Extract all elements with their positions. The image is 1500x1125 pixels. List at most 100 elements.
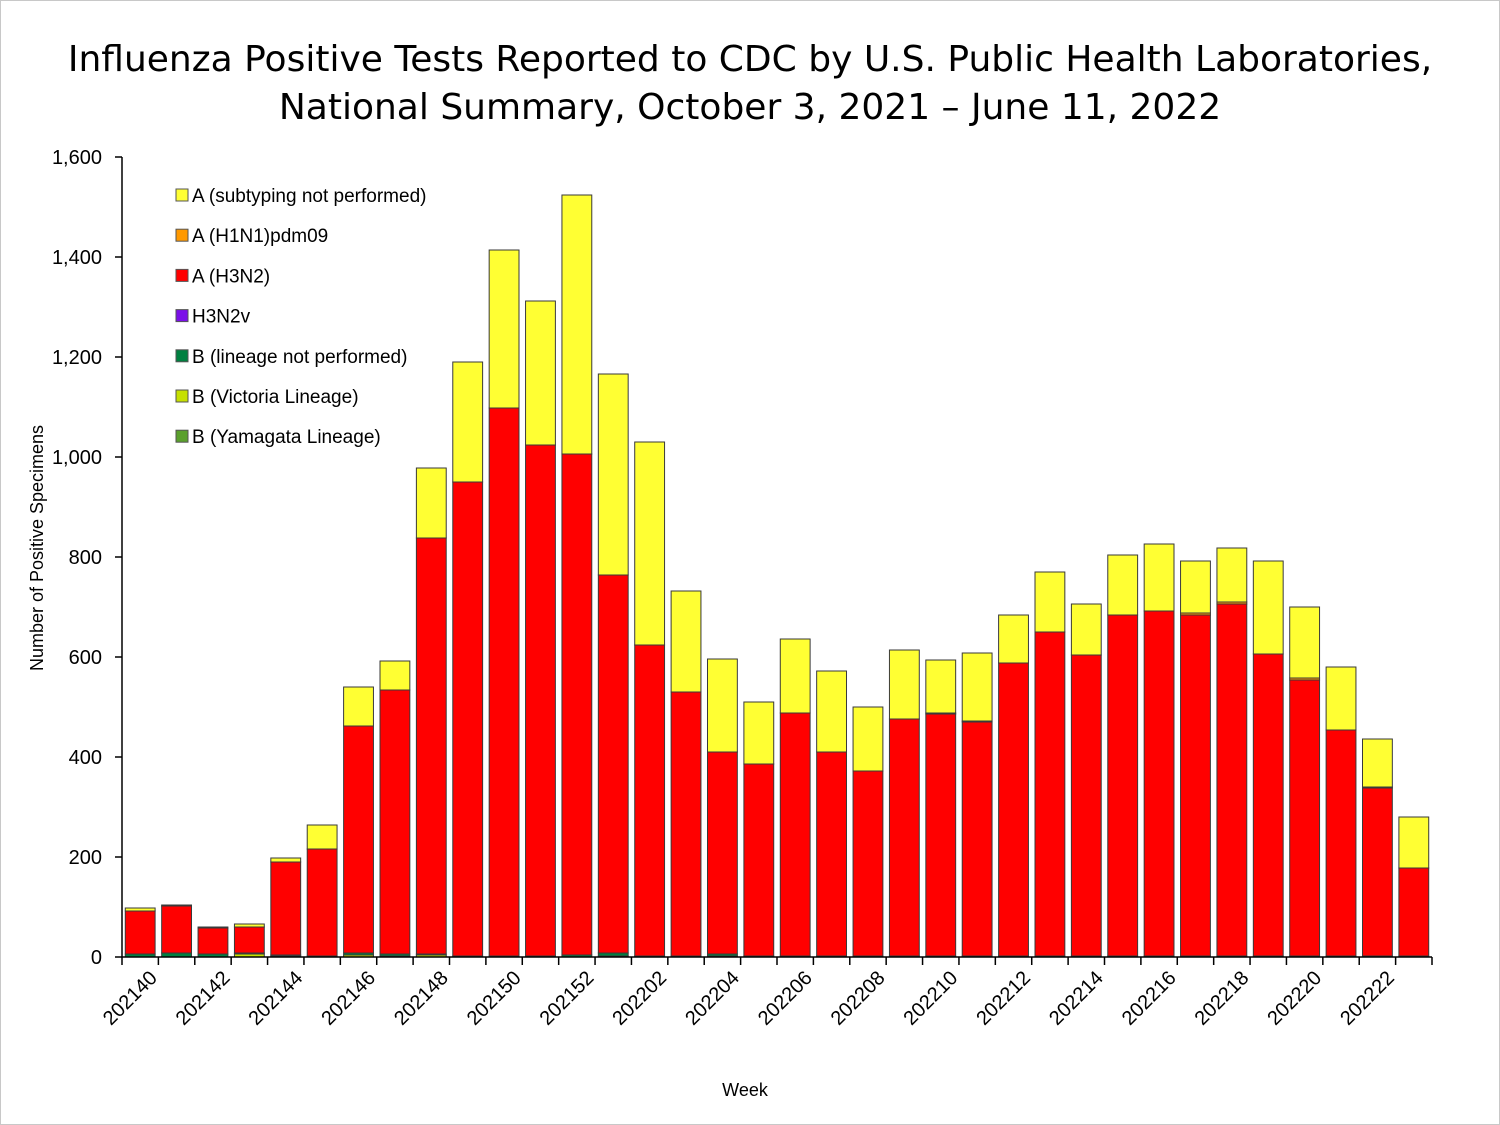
x-tick-label: 202204 <box>681 967 744 1030</box>
bar-segment <box>779 638 811 714</box>
bar-segment <box>343 686 374 727</box>
bar-segment <box>343 725 374 954</box>
x-tick-label: 202140 <box>99 967 162 1030</box>
chart-title: Influenza Positive Tests Reported to CDC… <box>0 36 1500 132</box>
bar-segment <box>488 407 520 957</box>
x-tick-label: 202146 <box>317 967 380 1030</box>
bar-segment <box>1398 816 1430 869</box>
bar-segment <box>270 857 302 863</box>
bar-segment <box>1143 543 1175 612</box>
bar-segment <box>1070 654 1102 957</box>
legend-item: A (H3N2) <box>175 266 270 287</box>
bar-segment <box>306 824 338 850</box>
bar-segment <box>743 763 775 957</box>
legend-label: B (lineage not performed) <box>192 347 407 368</box>
y-tick-label: 1,600 <box>52 147 102 169</box>
y-tick-label: 1,400 <box>52 247 102 269</box>
bar-stack-202150 <box>488 249 520 958</box>
bar-stack-202211 <box>961 652 993 958</box>
bar-segment <box>488 249 520 409</box>
legend-label: B (Victoria Lineage) <box>192 387 359 408</box>
bar-stack-202204 <box>706 658 738 958</box>
legend-label: A (H3N2) <box>192 266 270 287</box>
bar-stack-202146 <box>343 686 374 958</box>
bar-stack-202142 <box>197 926 229 958</box>
bar-segment <box>161 905 193 954</box>
bar-stack-202201 <box>597 373 629 958</box>
legend-item: A (H1N1)pdm09 <box>175 226 328 247</box>
x-tick-label: 202212 <box>972 967 1035 1030</box>
x-tick-label: 202220 <box>1263 967 1326 1030</box>
bar-segment <box>1252 653 1284 957</box>
legend-swatch <box>175 349 189 363</box>
bar-stack-202213 <box>1034 571 1066 958</box>
x-tick-label: 202150 <box>463 967 526 1030</box>
bar-segment <box>270 861 302 956</box>
bar-segment <box>1289 679 1321 957</box>
y-tick-label: 800 <box>69 547 102 569</box>
bar-segment <box>597 373 629 576</box>
y-tick-label: 200 <box>69 847 102 869</box>
bar-segment <box>1361 787 1393 957</box>
bar-segment <box>1325 666 1357 731</box>
x-tick-label: 202218 <box>1191 967 1254 1030</box>
bars-group <box>124 194 1430 958</box>
legend-label: H3N2v <box>192 307 251 328</box>
legend-item: B (Yamagata Lineage) <box>175 427 381 448</box>
bar-segment <box>197 926 229 929</box>
x-tick-label: 202208 <box>827 967 890 1030</box>
x-tick-label: 202148 <box>390 967 453 1030</box>
y-axis: 0 200 400 600 800 1,000 1,200 1,400 1,600 <box>52 147 123 969</box>
bar-stack-202207 <box>816 670 848 958</box>
bar-stack-202202 <box>634 441 666 958</box>
x-tick-label: 202144 <box>245 967 308 1030</box>
bar-segment <box>998 662 1029 957</box>
x-tick-label: 202152 <box>536 967 599 1030</box>
bar-stack-202212 <box>998 614 1029 958</box>
bar-segment <box>888 649 920 720</box>
bar-stack-202216 <box>1143 543 1175 958</box>
bar-segment <box>1216 603 1248 957</box>
legend-swatch <box>175 309 189 323</box>
bar-stack-202223 <box>1398 816 1430 958</box>
bar-segment <box>816 751 848 957</box>
x-tick-label: 202206 <box>754 967 817 1030</box>
bar-segment <box>961 652 993 722</box>
bar-segment <box>161 904 193 907</box>
bar-segment <box>779 712 811 957</box>
y-tick-label: 1,000 <box>52 447 102 469</box>
legend-swatch <box>175 228 189 242</box>
bar-stack-202141 <box>161 904 193 958</box>
bar-stack-202206 <box>779 638 811 958</box>
y-tick-label: 0 <box>91 947 102 969</box>
bar-segment <box>233 923 265 928</box>
bar-stack-202145 <box>306 824 338 958</box>
bar-segment <box>706 658 738 753</box>
legend-label: A (subtyping not performed) <box>192 186 426 207</box>
legend-label: A (H1N1)pdm09 <box>192 226 328 247</box>
bar-segment <box>634 644 666 957</box>
bar-stack-202147 <box>379 660 411 958</box>
bar-stack-202203 <box>670 590 702 958</box>
bar-segment <box>1361 738 1393 788</box>
legend-swatch <box>175 188 189 202</box>
bar-segment <box>197 927 229 955</box>
bar-segment <box>561 194 593 455</box>
x-tick-label: 202142 <box>172 967 235 1030</box>
bar-stack-202210 <box>925 659 957 958</box>
legend-item: H3N2v <box>175 307 251 328</box>
bar-segment <box>452 481 484 957</box>
y-axis-title: Number of Positive Specimens <box>27 425 47 671</box>
x-tick-label: 202216 <box>1118 967 1181 1030</box>
bar-segment <box>852 706 884 772</box>
bar-segment <box>597 574 629 954</box>
bar-segment <box>852 770 884 957</box>
legend-label: B (Yamagata Lineage) <box>192 427 381 448</box>
bar-segment <box>561 453 593 956</box>
bar-segment <box>452 361 484 483</box>
legend-swatch <box>175 389 189 403</box>
bar-stack-202143 <box>233 923 265 958</box>
bar-segment <box>379 689 411 955</box>
bar-stack-202209 <box>888 649 920 958</box>
bar-segment <box>1034 631 1066 957</box>
